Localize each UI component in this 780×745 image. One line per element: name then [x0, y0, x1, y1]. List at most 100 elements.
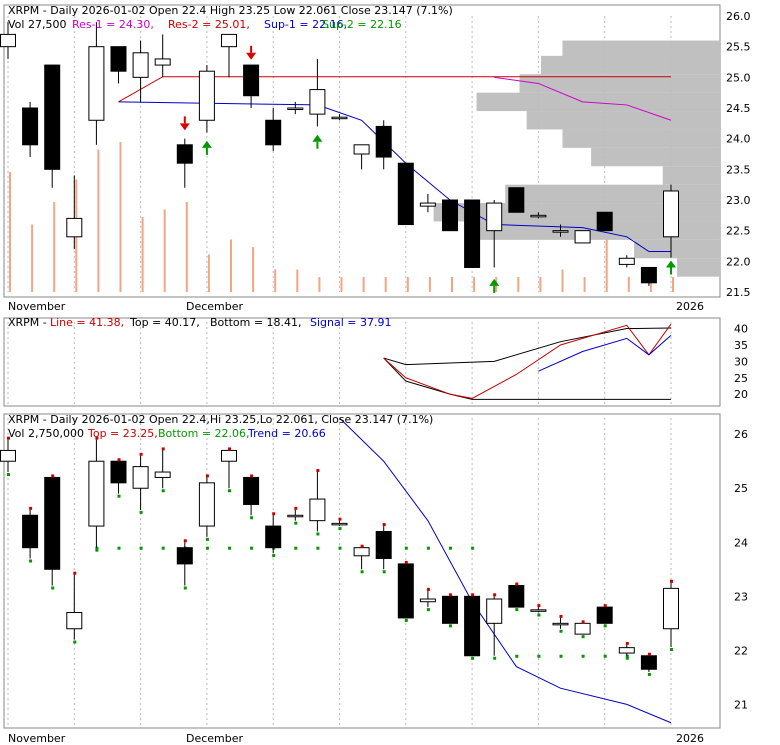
xlabel-november-top: November: [8, 300, 66, 313]
top-dot: [161, 447, 165, 451]
top-dot: [29, 506, 33, 510]
y-tick-label: 40: [734, 323, 748, 336]
candle-body-lower: [110, 460, 127, 484]
candle-body: [574, 230, 591, 244]
support-dot: [537, 654, 541, 658]
y-tick-label: 25: [734, 482, 748, 495]
candle-body: [442, 199, 458, 232]
top-dot: [250, 474, 254, 478]
top-dot: [294, 506, 298, 510]
top-dot: [581, 620, 585, 624]
support-dot: [316, 546, 320, 550]
candle-body-lower: [618, 647, 635, 654]
y-tick-label: 22.0: [726, 255, 751, 268]
y-tick-label: 30: [734, 355, 748, 368]
support-dot: [603, 654, 607, 658]
candle-body: [375, 125, 392, 158]
bottom-dot: [272, 554, 276, 558]
candle-body: [663, 190, 679, 238]
candle-body-lower: [66, 612, 83, 630]
candle-body: [552, 230, 569, 233]
volume-profile-bar: [505, 184, 720, 204]
candle-body: [0, 33, 16, 48]
y-tick-label: 22: [734, 644, 748, 657]
candle-body-lower: [486, 598, 503, 624]
volume-profile-bar: [476, 92, 720, 112]
support-dot: [426, 546, 430, 550]
bottom-dot: [625, 656, 629, 660]
candle-body-lower: [574, 622, 591, 635]
candle-body-lower: [353, 547, 370, 557]
top-dot: [382, 523, 386, 527]
y-tick-label: 21: [734, 698, 748, 711]
y-tick-label: 35: [734, 339, 748, 352]
y-tick-label: 24.5: [726, 102, 751, 115]
support-dot: [515, 654, 519, 658]
bottom-dot: [559, 629, 563, 633]
candle-body-lower: [552, 622, 569, 626]
bottom-dot: [537, 613, 541, 617]
panel1-res1: Res-1 = 24.30,: [72, 18, 154, 31]
candle-body-lower: [0, 449, 16, 462]
candle-body: [309, 89, 326, 115]
support-dot: [161, 546, 165, 550]
support-dot: [95, 546, 99, 550]
y-tick-label: 23.0: [726, 194, 751, 207]
support-dot: [250, 546, 254, 550]
oscillator-panel: 40 35 30 25 20: [7, 322, 748, 404]
panel2-bottom: Bottom = 18.41,: [210, 316, 302, 329]
candle-body: [596, 211, 613, 232]
support-dot: [228, 546, 231, 550]
top-dot: [426, 587, 430, 591]
bottom-dot: [117, 494, 121, 498]
top-dot: [493, 593, 497, 597]
volume-profile-bar: [519, 74, 720, 93]
panel2-top: Top = 40.17,: [129, 316, 200, 329]
top-dot: [360, 544, 364, 548]
y-tick-label: 26: [734, 428, 748, 441]
sell-arrow: [179, 123, 190, 131]
bottom-dot: [382, 570, 386, 574]
oscillator-line: [383, 323, 672, 399]
candle-body-lower: [44, 476, 61, 570]
bottom-dot: [29, 559, 33, 563]
bottom-dot: [647, 672, 651, 676]
candle-body-lower: [22, 514, 39, 549]
top-dot: [51, 474, 55, 478]
candle-body-lower: [397, 563, 414, 619]
panel3-title: XRPM - Daily 2026-01-02 Open 22.4,Hi 23.…: [8, 413, 433, 426]
top-dot: [183, 539, 187, 543]
y-tick-label: 25.0: [726, 71, 751, 84]
support-dot: [449, 546, 452, 550]
y-tick-label: 23: [734, 590, 748, 603]
top-dot: [625, 641, 629, 645]
support-dot: [294, 546, 298, 550]
volume-profile-bar: [562, 129, 720, 148]
bottom-dot: [338, 527, 342, 531]
candle-body-lower: [198, 482, 215, 527]
top-dot: [139, 452, 143, 456]
bottom-dot: [205, 537, 209, 541]
top-dot: [670, 579, 673, 583]
top-line: [383, 327, 672, 366]
volume-profile-bar: [662, 166, 720, 185]
top-dot: [228, 447, 231, 451]
candle-body-lower: [265, 525, 282, 549]
y-tick-label: 24: [734, 536, 748, 549]
support-dot: [559, 654, 563, 658]
bottom-dot: [161, 489, 165, 493]
candle-body: [331, 116, 348, 120]
candle-body: [88, 46, 105, 121]
panel3-vol: Vol 2,750,000: [8, 427, 84, 440]
panel1-res2: Res-2 = 25.01,: [168, 18, 250, 31]
bottom-dot: [404, 618, 408, 622]
top-dot: [537, 604, 541, 608]
bottom-dot: [294, 521, 298, 525]
top-dot: [316, 469, 320, 473]
bottom-dot: [471, 656, 475, 660]
candle-body-lower: [331, 522, 348, 526]
xlabel-december-bottom: December: [186, 732, 244, 745]
buy-arrow: [201, 140, 212, 148]
xlabel-2026-top: 2026: [676, 300, 704, 313]
